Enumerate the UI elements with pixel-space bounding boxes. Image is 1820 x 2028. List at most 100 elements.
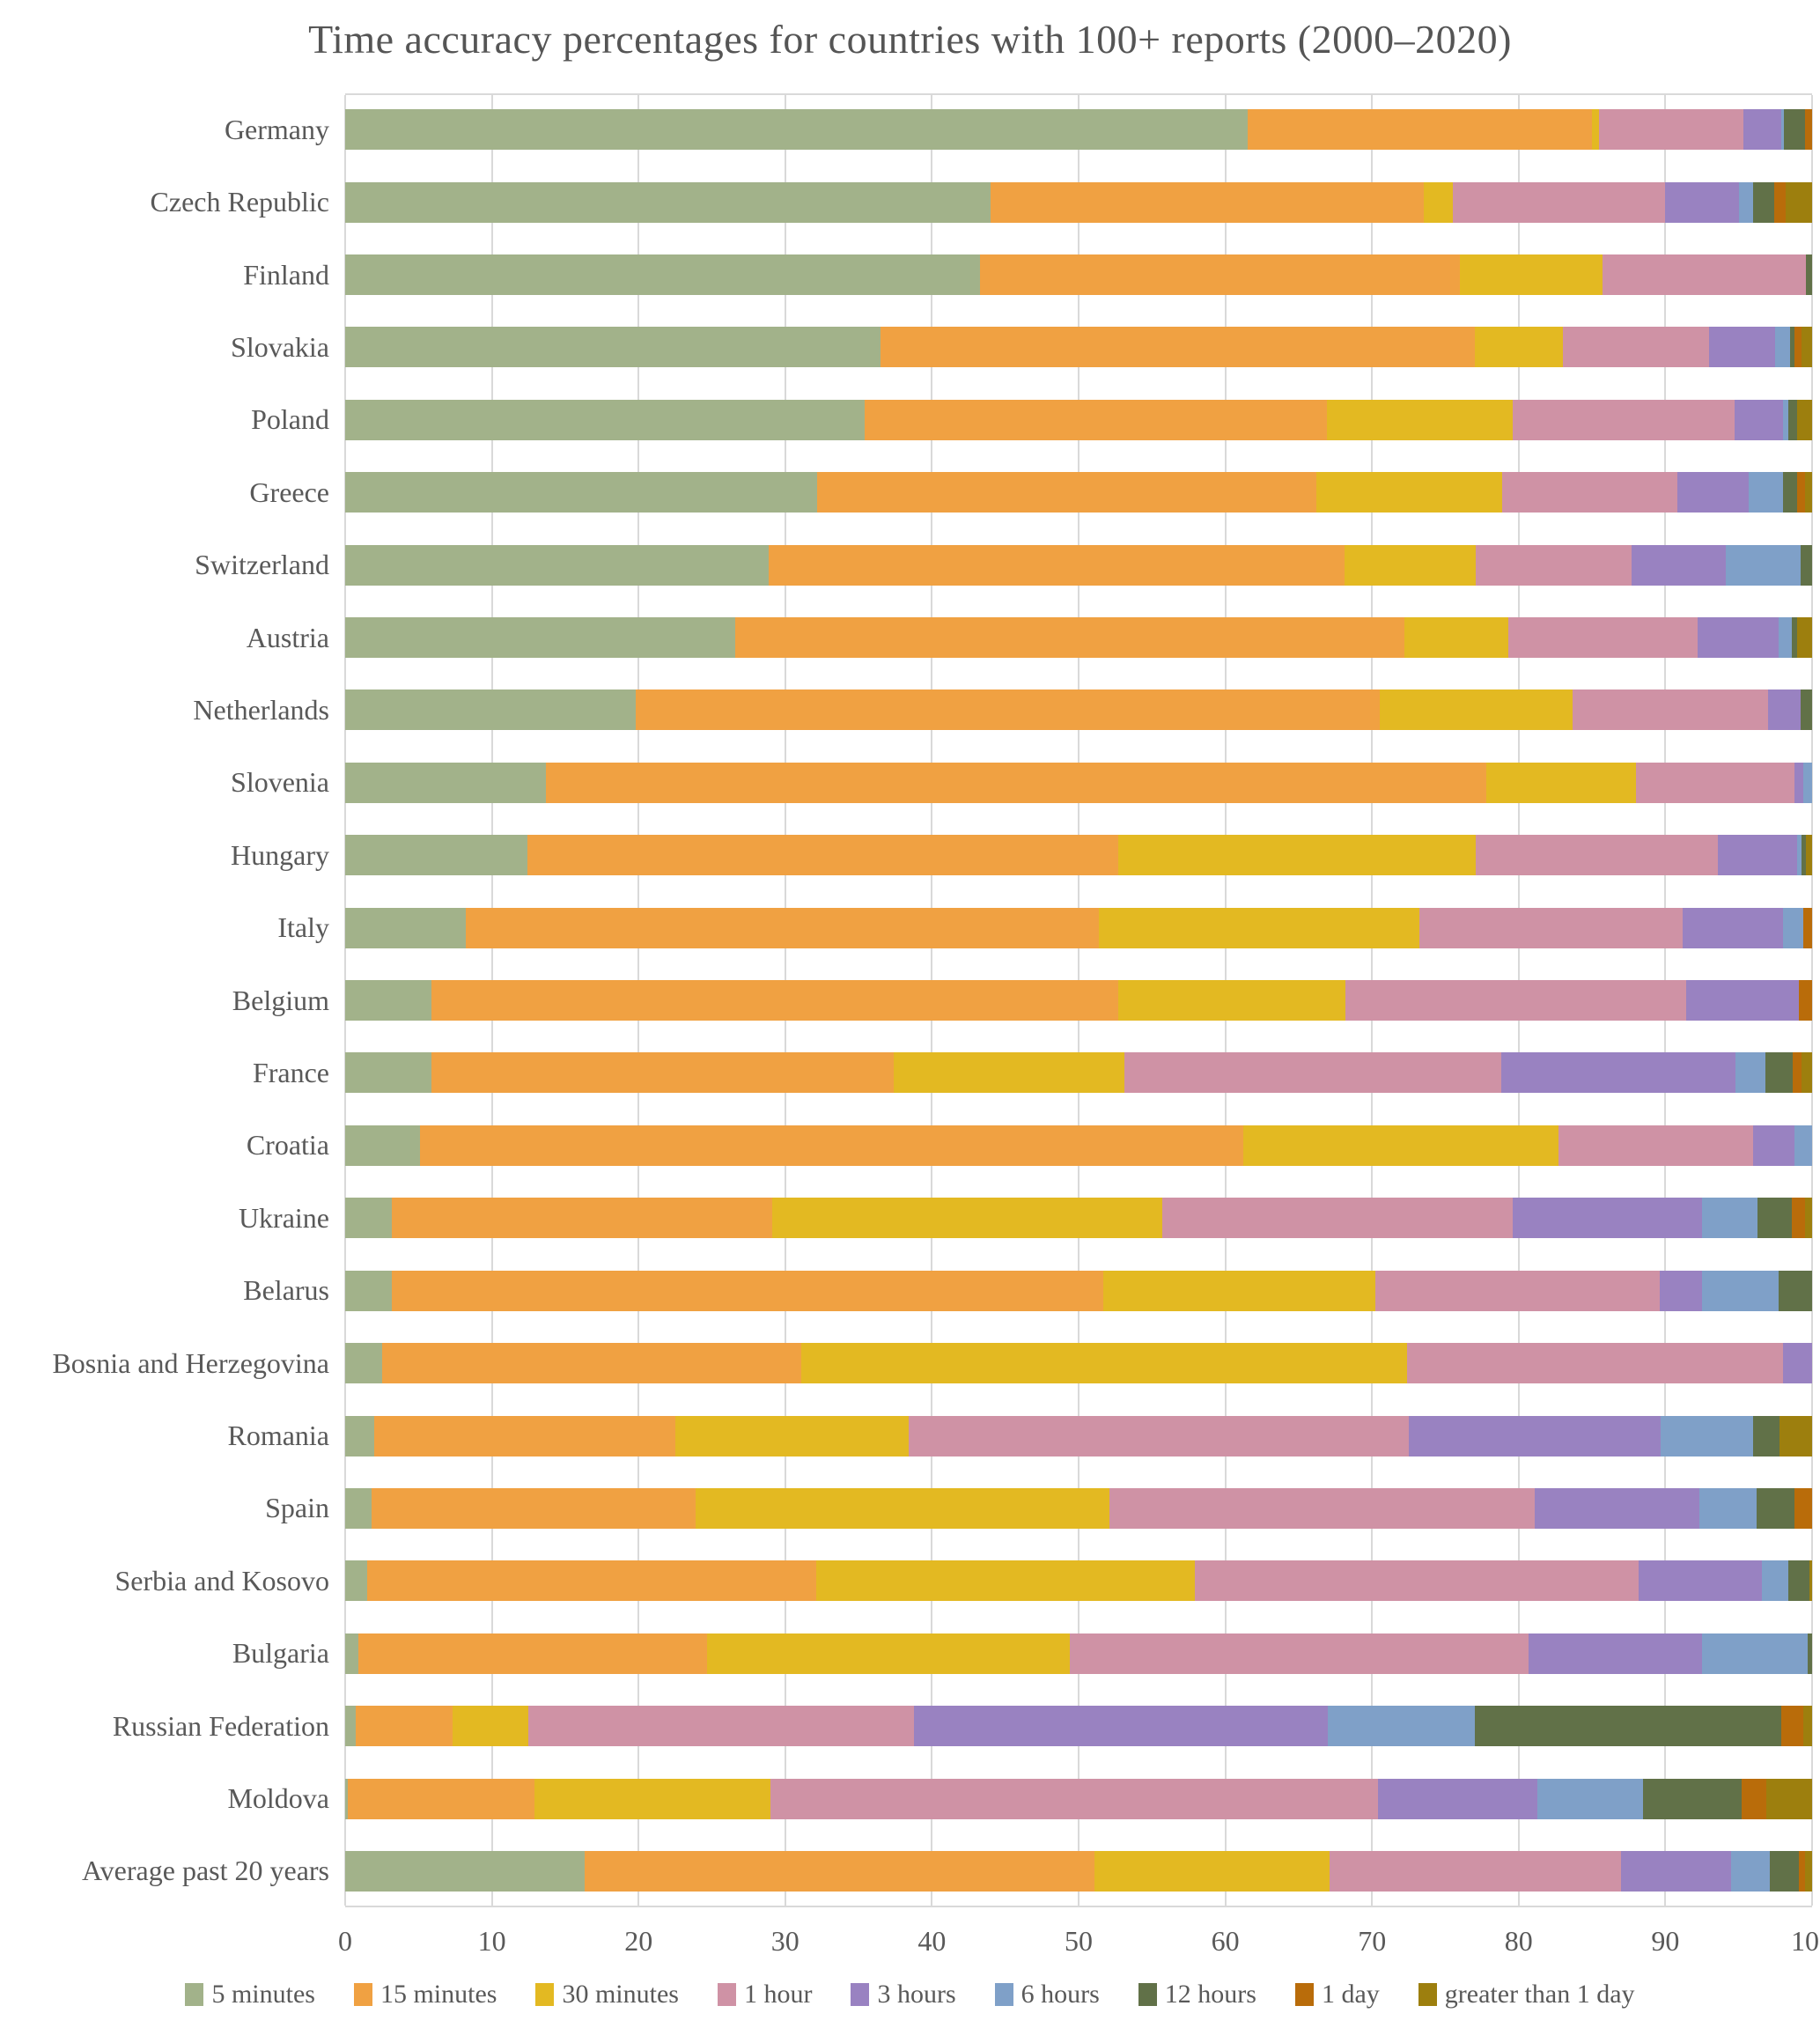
- category-label: France: [252, 1056, 329, 1088]
- bar-segment-1-hour: [1345, 980, 1686, 1021]
- bar-segment-6-hours: [1775, 327, 1790, 368]
- bar-track: [345, 181, 1812, 223]
- bar-segment-30-minutes: [1344, 544, 1477, 586]
- table-row: Slovakia: [231, 311, 1812, 383]
- bar-segment-15-minutes: [419, 1125, 1243, 1166]
- bar-segment-1-hour: [1502, 472, 1677, 513]
- bar-segment-greater-than-1-day: [1804, 472, 1812, 513]
- bar-segment-30-minutes: [674, 1415, 909, 1456]
- bar-segment-1-hour: [1602, 254, 1807, 296]
- category-label: Netherlands: [193, 693, 329, 726]
- bar-segment-3-hours: [914, 1706, 1329, 1747]
- category-label: Spain: [265, 1492, 329, 1524]
- bar-segment-1-day: [1802, 907, 1812, 948]
- bar-segment-5-minutes: [345, 980, 432, 1021]
- bar-segment-greater-than-1-day: [1804, 1850, 1812, 1892]
- category-label: Finland: [243, 258, 329, 291]
- bar-segment-3-hours: [1377, 1778, 1538, 1819]
- category-label: Moldova: [227, 1782, 329, 1815]
- table-row: Bosnia and Herzegovina: [52, 1327, 1812, 1399]
- table-row: Spain: [265, 1472, 1812, 1545]
- bar-segment-greater-than-1-day: [1804, 1198, 1812, 1239]
- table-row: Czech Republic: [151, 166, 1812, 238]
- bar-segment-1-hour: [1161, 1198, 1514, 1239]
- bar-segment-15-minutes: [381, 1343, 802, 1384]
- bar-track: [345, 1198, 1812, 1239]
- bar-track: [345, 1850, 1812, 1892]
- bar-segment-30-minutes: [1094, 1850, 1330, 1892]
- table-row: Austria: [247, 601, 1812, 674]
- legend-swatch-icon: [353, 1983, 372, 2006]
- bar-segment-1-day: [1797, 472, 1805, 513]
- bar-segment-15-minutes: [431, 980, 1118, 1021]
- bar-segment-30-minutes: [1404, 617, 1509, 659]
- legend-swatch-icon: [185, 1983, 204, 2006]
- bar-rows: Germany Czech Republic Finland Slovakia Pola…: [52, 93, 1812, 1907]
- table-row: Belarus: [243, 1255, 1812, 1327]
- bar-segment-15-minutes: [366, 1560, 816, 1602]
- legend-label: greater than 1 day: [1444, 1980, 1635, 2009]
- bar-segment-30-minutes: [1474, 327, 1563, 368]
- bar-segment-6-hours: [1725, 544, 1801, 586]
- bar-segment-6-hours: [1735, 1052, 1765, 1094]
- bar-track: [345, 1633, 1812, 1674]
- bar-segment-15-minutes: [371, 1487, 696, 1529]
- bar-segment-6-hours: [1778, 617, 1792, 659]
- bar-segment-30-minutes: [894, 1052, 1124, 1094]
- legend-label: 1 day: [1321, 1980, 1380, 2009]
- bar-segment-12-hours: [1784, 109, 1805, 151]
- bar-track: [345, 980, 1812, 1021]
- legend-label: 6 hours: [1021, 1980, 1100, 2009]
- bar-segment-5-minutes: [345, 181, 991, 223]
- bar-segment-30-minutes: [534, 1778, 771, 1819]
- bar-track: [345, 1052, 1812, 1094]
- x-tick-label: 60: [1211, 1925, 1240, 1957]
- bar-segment-greater-than-1-day: [1802, 1706, 1812, 1747]
- legend-label: 3 hours: [877, 1980, 956, 2009]
- table-row: Ukraine: [239, 1182, 1812, 1254]
- legend-label: 15 minutes: [379, 1980, 497, 2009]
- bar-segment-30-minutes: [707, 1633, 1070, 1674]
- bar-segment-6-hours: [1782, 907, 1803, 948]
- bar-segment-1-day: [1780, 1706, 1803, 1747]
- x-tick-label: 20: [624, 1925, 653, 1957]
- bar-track: [345, 1778, 1812, 1819]
- bar-segment-5-minutes: [345, 1415, 375, 1456]
- legend-item: 3 hours: [851, 1980, 956, 2010]
- x-axis: 0 10 20 30 40 50 60 70 80 90 100: [338, 1925, 1820, 1962]
- bar-segment-5-minutes: [345, 1198, 393, 1239]
- bar-segment-3-hours: [1632, 544, 1726, 586]
- legend-swatch-icon: [851, 1983, 870, 2006]
- bar-segment-5-minutes: [345, 1706, 356, 1747]
- bar-segment-15-minutes: [392, 1270, 1104, 1311]
- table-row: Finland: [243, 239, 1812, 311]
- bar-segment-1-hour: [1476, 835, 1719, 876]
- bar-segment-1-day: [1794, 327, 1802, 368]
- bar-segment-12-hours: [1643, 1778, 1742, 1819]
- category-label: Hungary: [231, 838, 329, 871]
- category-label: Slovakia: [231, 330, 329, 363]
- bar-segment-15-minutes: [881, 327, 1475, 368]
- x-tick-label: 30: [770, 1925, 799, 1957]
- legend-swatch-icon: [1418, 1983, 1437, 2006]
- bar-track: [345, 617, 1812, 659]
- bar-segment-1-hour: [770, 1778, 1378, 1819]
- grid-line: [1811, 95, 1813, 1906]
- bar-segment-12-hours: [1757, 1198, 1792, 1239]
- bar-segment-30-minutes: [1103, 1270, 1375, 1311]
- bar-segment-15-minutes: [735, 617, 1404, 659]
- bar-segment-5-minutes: [345, 1125, 420, 1166]
- bar-segment-30-minutes: [815, 1560, 1195, 1602]
- bar-segment-5-minutes: [345, 907, 466, 948]
- bar-segment-1-day: [1741, 1778, 1767, 1819]
- bar-segment-3-hours: [1529, 1633, 1703, 1674]
- legend-item: 30 minutes: [535, 1980, 679, 2010]
- bar-segment-30-minutes: [1117, 980, 1346, 1021]
- bar-track: [345, 1270, 1812, 1311]
- x-tick-label: 0: [338, 1925, 352, 1957]
- bar-segment-greater-than-1-day: [1802, 327, 1812, 368]
- bar-segment-1-hour: [1558, 1125, 1754, 1166]
- category-label: Belarus: [243, 1274, 329, 1307]
- category-label: Switzerland: [195, 549, 329, 581]
- bar-segment-15-minutes: [584, 1850, 1095, 1892]
